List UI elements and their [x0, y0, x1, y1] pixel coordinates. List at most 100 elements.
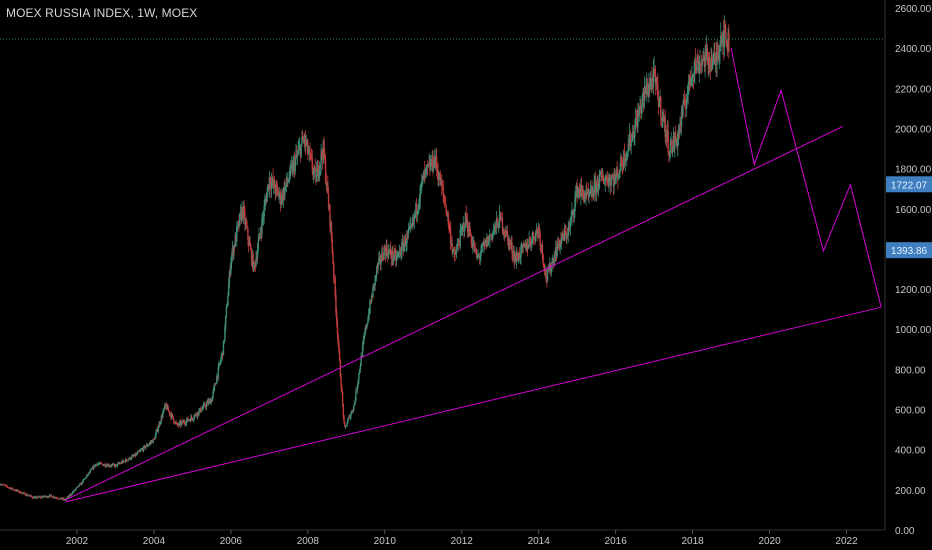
candle-body	[20, 491, 22, 494]
y-tick-label: 1000.00	[895, 325, 932, 336]
candle-body	[547, 268, 550, 270]
candle-body	[680, 111, 683, 127]
candle-body	[457, 243, 459, 245]
candle-body	[47, 496, 49, 498]
candle-body	[632, 131, 635, 139]
candle-body	[112, 464, 114, 465]
candle-body	[136, 452, 139, 454]
candle-body	[322, 140, 325, 160]
candle-body	[329, 205, 331, 227]
candle-body	[209, 399, 211, 404]
candle-body	[222, 352, 224, 356]
candle-body	[362, 340, 365, 346]
candle-body	[275, 184, 277, 194]
candle-body	[594, 181, 596, 182]
candle-body	[652, 69, 655, 88]
candle-body	[217, 366, 219, 378]
candle-body	[181, 420, 183, 423]
candle-body	[636, 118, 638, 128]
x-tick-label: 2018	[681, 536, 704, 547]
candle-body	[288, 177, 291, 181]
candle-body	[213, 384, 216, 388]
candle-body	[620, 156, 623, 165]
candle-body	[518, 252, 521, 259]
candle-body	[139, 449, 142, 451]
candle-body	[515, 253, 518, 262]
candle-body	[242, 206, 244, 217]
candle-body	[338, 349, 341, 361]
candle-body	[668, 152, 671, 154]
candle-body	[356, 385, 359, 391]
candle-body	[213, 387, 215, 392]
candle-body	[109, 465, 111, 467]
candle-body	[94, 464, 97, 467]
candle-body	[125, 459, 127, 463]
candle-body	[357, 380, 359, 386]
candle-body	[76, 486, 79, 487]
candle-body	[370, 296, 373, 303]
candle-body	[512, 252, 515, 257]
candle-body	[37, 496, 40, 498]
candle-body	[239, 211, 242, 214]
candle-body	[633, 136, 635, 139]
candle-body	[245, 222, 248, 227]
candle-body	[126, 460, 128, 462]
candle-body	[307, 153, 310, 155]
candle-body	[468, 226, 470, 236]
candle-body	[287, 181, 289, 183]
candle-body	[520, 246, 522, 258]
candle-body	[110, 465, 112, 467]
candle-body	[106, 465, 108, 467]
candle-body	[271, 177, 274, 182]
candle-body	[453, 250, 456, 254]
candle-body	[552, 259, 554, 262]
candle-body	[34, 497, 36, 499]
candle-body	[290, 165, 293, 167]
candle-body	[461, 225, 464, 230]
candle-body	[115, 464, 117, 466]
price-tag-label: 1393.86	[891, 246, 928, 257]
candle-body	[293, 160, 295, 163]
candle-body	[91, 468, 93, 470]
candle-body	[605, 177, 607, 180]
candle-body	[520, 245, 523, 247]
candle-body	[534, 237, 536, 242]
candle-body	[702, 59, 704, 61]
candle-body	[11, 487, 14, 490]
candle-body	[139, 450, 141, 452]
candle-body	[130, 458, 132, 460]
candle-body	[221, 352, 223, 357]
candle-body	[84, 477, 86, 479]
candle-body	[158, 423, 160, 428]
candle-body	[305, 144, 308, 146]
candle-body	[3, 484, 6, 486]
candle-body	[696, 57, 698, 71]
candle-body	[122, 460, 125, 462]
candle-body	[671, 148, 674, 153]
candle-body	[216, 376, 218, 384]
candle-body	[54, 497, 56, 499]
candle-body	[297, 150, 299, 154]
candle-body	[640, 105, 643, 113]
candle-body	[108, 465, 111, 467]
candle-body	[718, 51, 720, 60]
candle-body	[416, 210, 419, 215]
candle-body	[465, 213, 467, 223]
candle-body	[649, 82, 652, 89]
y-tick-label: 1200.00	[895, 285, 932, 296]
candle-body	[708, 58, 710, 65]
candle-body	[42, 495, 45, 497]
candle-body	[148, 444, 150, 446]
candle-body	[165, 403, 167, 406]
candle-body	[495, 223, 497, 228]
candle-body	[656, 78, 658, 85]
candle-body	[611, 177, 614, 179]
candle-body	[481, 244, 484, 246]
candle-body	[413, 214, 416, 221]
candle-body	[489, 235, 491, 241]
candle-body	[308, 149, 311, 154]
candle-body	[474, 248, 476, 252]
candle-body	[494, 223, 496, 228]
candle-body	[524, 242, 527, 247]
